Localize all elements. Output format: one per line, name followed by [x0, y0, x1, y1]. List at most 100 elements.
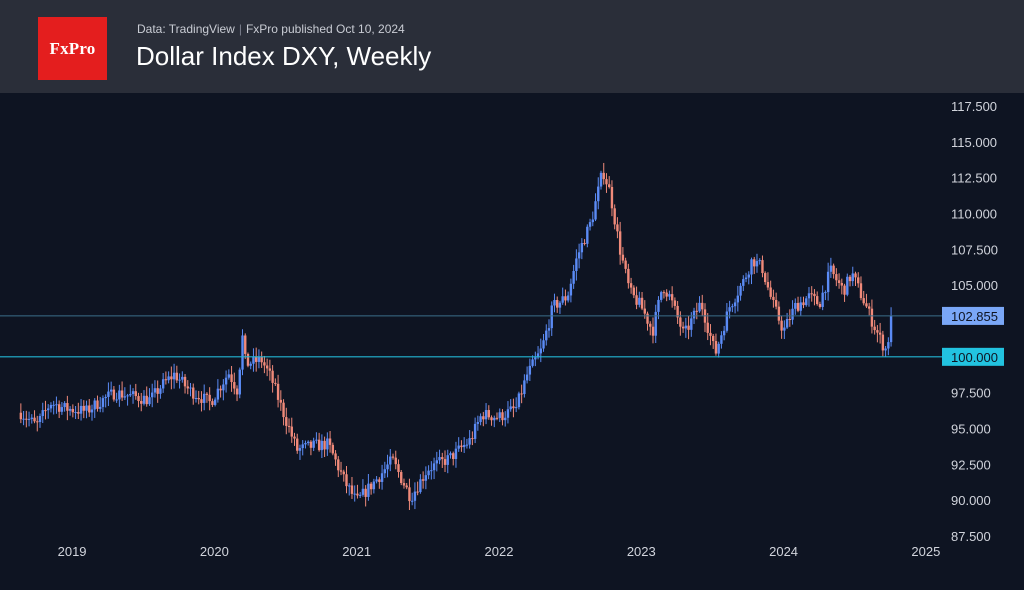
- candle-body: [52, 404, 55, 406]
- candle-body: [484, 410, 488, 420]
- candle-body: [192, 387, 195, 399]
- candle-body: [298, 448, 302, 451]
- candle-body: [506, 409, 510, 418]
- candle-body: [501, 412, 504, 421]
- y-tick-label: 95.000: [951, 422, 991, 437]
- x-tick-label: 2020: [200, 544, 229, 559]
- candle-body: [577, 252, 581, 259]
- candle-body: [476, 422, 480, 424]
- candle-body: [186, 386, 189, 389]
- candle-body: [161, 379, 165, 389]
- candle-body: [731, 306, 734, 308]
- candle-body: [235, 388, 239, 395]
- candle-body: [49, 404, 53, 409]
- candle-body: [755, 261, 759, 267]
- candle-body: [205, 393, 209, 395]
- candle-body: [408, 487, 411, 502]
- candle-body: [509, 406, 512, 410]
- candle-body: [194, 398, 198, 400]
- candle-body: [887, 342, 890, 349]
- candle-body: [750, 259, 753, 275]
- candle-body: [859, 283, 863, 299]
- candle-body: [536, 353, 540, 358]
- candle-body: [66, 403, 69, 411]
- candle-body: [654, 311, 657, 336]
- candle-body: [131, 391, 135, 395]
- candle-body: [473, 423, 477, 439]
- candle-body: [657, 299, 660, 312]
- candle-body: [851, 273, 854, 282]
- candle-body: [200, 399, 203, 403]
- candle-body: [115, 399, 118, 401]
- candle-body: [123, 396, 127, 398]
- candle-body: [635, 295, 638, 305]
- candle-body: [539, 348, 542, 354]
- candle-body: [468, 438, 471, 445]
- candle-body: [424, 475, 428, 481]
- candle-body: [862, 298, 865, 304]
- candle-body: [413, 491, 417, 501]
- candle-body: [238, 369, 241, 395]
- candle-body: [85, 405, 88, 411]
- x-tick-label: 2024: [769, 544, 798, 559]
- candle-body: [312, 440, 315, 448]
- candle-body: [216, 388, 220, 400]
- candle-body: [687, 325, 690, 330]
- candle-body: [304, 442, 307, 445]
- candle-body: [608, 184, 611, 188]
- candle-body: [172, 372, 176, 380]
- candle-body: [443, 459, 447, 465]
- candle-body: [638, 297, 641, 305]
- candle-body: [397, 464, 400, 473]
- candle-body: [884, 348, 887, 351]
- candle-body: [695, 310, 698, 312]
- candle-body: [82, 405, 85, 411]
- candle-body: [575, 258, 578, 272]
- candle-body: [627, 268, 630, 284]
- candle-body: [854, 273, 857, 278]
- candle-body: [591, 219, 594, 223]
- candle-body: [287, 425, 291, 427]
- candle-body: [378, 479, 381, 482]
- candle-body: [320, 440, 324, 451]
- candle-body: [512, 406, 515, 409]
- candle-body: [430, 470, 433, 472]
- candle-body: [454, 448, 458, 459]
- candle-body: [400, 472, 403, 483]
- candle-body: [254, 356, 258, 362]
- candle-body: [290, 426, 293, 437]
- candle-body: [733, 302, 737, 307]
- candle-body: [878, 332, 882, 335]
- candle-body: [126, 395, 129, 397]
- candle-body: [57, 404, 61, 412]
- candle-body: [419, 479, 422, 493]
- candle-body: [681, 326, 685, 329]
- candle-body: [339, 470, 343, 472]
- candle-body: [101, 398, 105, 407]
- x-tick-label: 2019: [58, 544, 87, 559]
- candle-body: [249, 363, 252, 366]
- candle-body: [632, 287, 636, 296]
- candle-body: [276, 383, 280, 400]
- candle-body: [55, 404, 58, 406]
- candle-body: [118, 390, 121, 400]
- y-axis: 117.500 115.000 112.500 110.000 107.500 105.0…: [942, 99, 1004, 544]
- candle-body: [514, 407, 518, 409]
- candle-body: [222, 384, 225, 391]
- candle-body: [432, 463, 436, 471]
- candle-body: [821, 292, 824, 307]
- candle-body: [369, 483, 373, 490]
- candle-body: [421, 479, 425, 481]
- candle-body: [104, 396, 107, 399]
- candle-body: [25, 418, 28, 420]
- candle-body: [109, 389, 113, 392]
- y-tick-label: 112.500: [951, 171, 997, 186]
- candle-body: [818, 304, 822, 307]
- candle-body: [380, 473, 384, 482]
- candle-body: [224, 377, 228, 385]
- candle-body: [624, 260, 627, 269]
- candle-body: [550, 305, 553, 329]
- candle-body: [785, 318, 789, 328]
- candle-body: [462, 445, 466, 448]
- candle-body: [517, 393, 521, 408]
